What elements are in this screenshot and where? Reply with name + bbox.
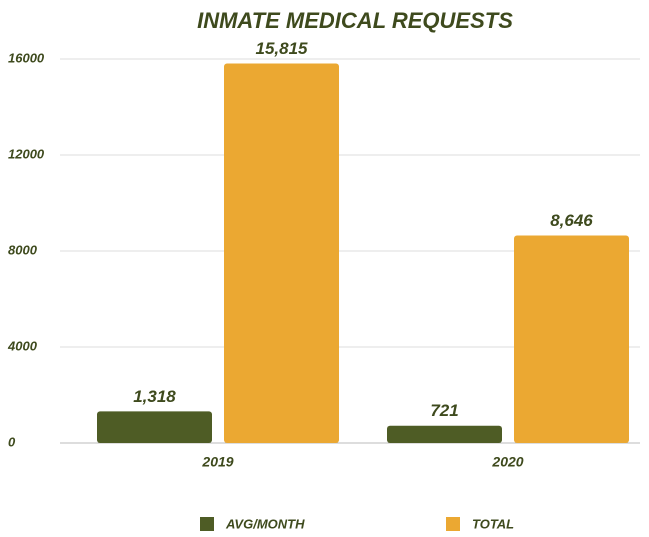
legend-swatch: [446, 517, 460, 531]
x-tick-label: 2019: [201, 454, 233, 470]
bar: [387, 425, 502, 443]
y-tick-label: 0: [8, 434, 16, 449]
legend-label: AVG/MONTH: [225, 516, 305, 531]
value-label: 8,646: [550, 211, 593, 230]
legend-label: TOTAL: [472, 516, 514, 531]
value-label: 15,815: [256, 39, 309, 58]
value-label: 1,318: [133, 387, 176, 406]
value-label: 721: [430, 401, 458, 420]
legend-swatch: [200, 517, 214, 531]
bar: [224, 63, 339, 443]
y-tick-label: 12000: [8, 146, 45, 161]
bar: [97, 411, 212, 443]
y-tick-label: 8000: [8, 242, 38, 257]
chart-title: INMATE MEDICAL REQUESTS: [197, 8, 513, 33]
y-tick-label: 4000: [7, 338, 38, 353]
bar: [514, 235, 629, 443]
y-tick-label: 16000: [8, 50, 45, 65]
x-tick-label: 2020: [491, 454, 523, 470]
